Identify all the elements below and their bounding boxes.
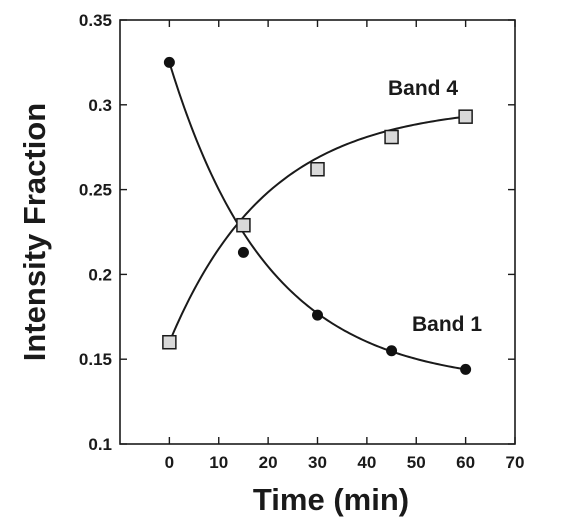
data-point-series-1 <box>163 56 175 68</box>
y-tick-label: 0.15 <box>79 350 112 369</box>
x-tick-label: 40 <box>357 453 376 472</box>
x-tick-label: 20 <box>259 453 278 472</box>
data-point-series-1 <box>386 345 398 357</box>
data-point-series-2 <box>384 129 399 145</box>
series-label-band-1: Band 1 <box>412 313 482 336</box>
y-tick-label: 0.2 <box>88 265 112 284</box>
x-tick-label: 60 <box>456 453 475 472</box>
y-axis-title: Intensity Fraction <box>17 103 52 361</box>
x-tick-label: 70 <box>506 453 525 472</box>
y-tick-label: 0.3 <box>88 96 112 115</box>
data-point-series-2 <box>458 109 473 124</box>
y-tick-label: 0.35 <box>79 11 112 30</box>
y-tick-labels: 0.1 0.15 0.2 0.25 0.3 0.35 <box>79 11 112 454</box>
y-tick-label: 0.25 <box>79 181 112 200</box>
x-tick-labels: 0 10 20 30 40 50 60 70 <box>165 453 525 472</box>
y-tick-label: 0.1 <box>88 435 112 454</box>
x-tick-label: 0 <box>165 453 174 472</box>
data-point-series-1 <box>460 363 472 375</box>
data-point-series-2 <box>236 217 251 233</box>
x-tick-label: 50 <box>407 453 426 472</box>
fit-curve-series-2 <box>168 115 466 343</box>
data-point-series-1 <box>237 246 249 258</box>
data-markers <box>162 56 473 375</box>
axis-ticks <box>120 19 516 445</box>
x-axis-title: Time (min) <box>253 482 409 517</box>
x-tick-label: 10 <box>209 453 228 472</box>
series-label-band-4: Band 4 <box>388 77 458 100</box>
data-point-series-2 <box>310 161 325 177</box>
data-point-series-1 <box>312 309 323 321</box>
data-point-series-2 <box>162 334 177 350</box>
x-tick-label: 30 <box>308 453 327 472</box>
